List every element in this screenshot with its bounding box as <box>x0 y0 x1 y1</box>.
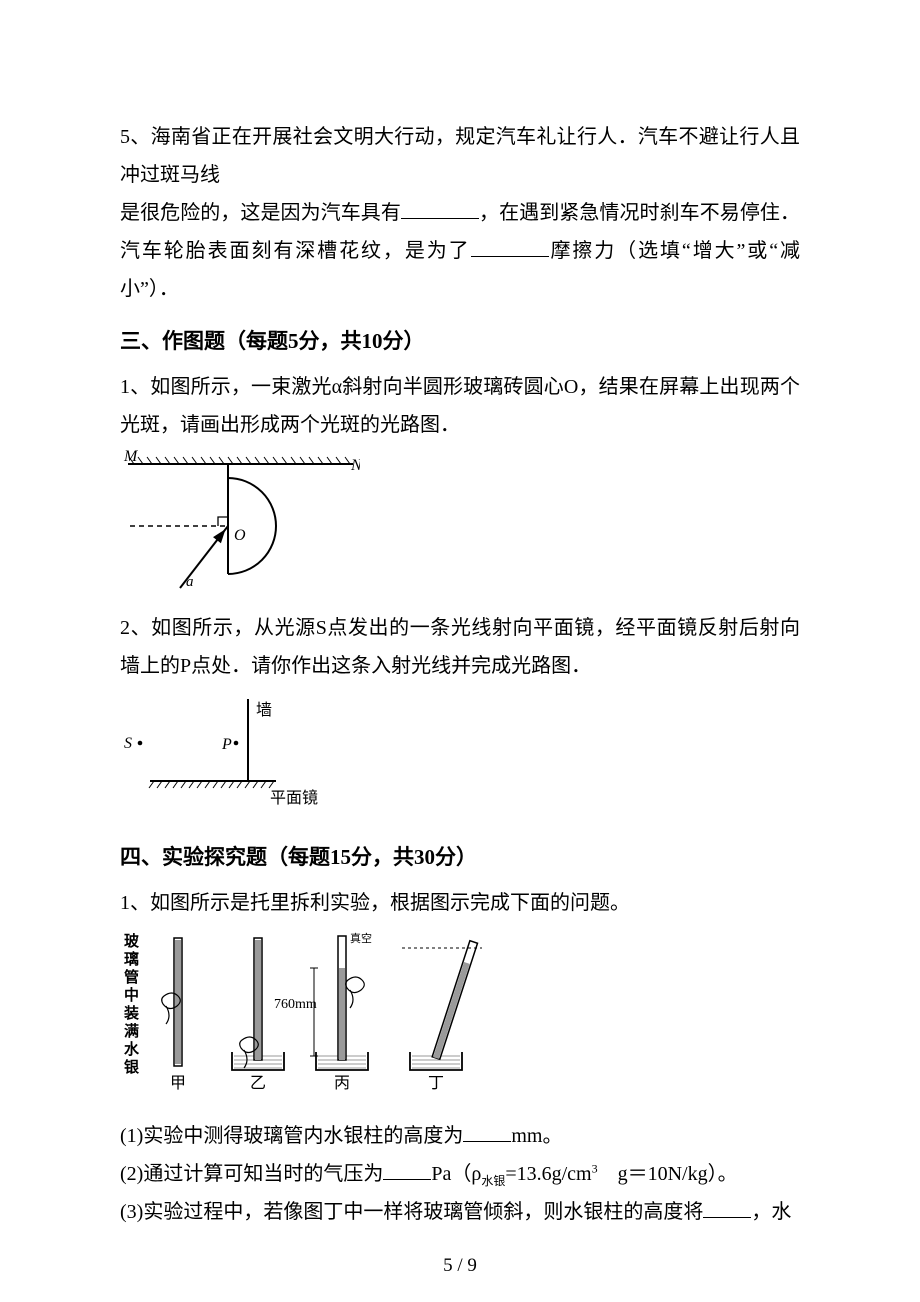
figure-3-svg: 玻璃管中装满水银甲 乙 真空 760mm 丙 丁 <box>120 928 500 1098</box>
svg-text:N: N <box>350 457 360 474</box>
svg-text:装: 装 <box>123 1004 140 1022</box>
svg-text:S: S <box>124 735 132 752</box>
figure-3: 玻璃管中装满水银甲 乙 真空 760mm 丙 丁 <box>120 928 800 1111</box>
svg-text:乙: 乙 <box>250 1075 266 1092</box>
svg-text:管: 管 <box>124 968 139 986</box>
s4-blank3[interactable] <box>703 1197 751 1218</box>
s4-blank1[interactable] <box>463 1121 511 1142</box>
svg-text:a: a <box>186 574 194 590</box>
svg-text:平面镜: 平面镜 <box>270 788 318 807</box>
s4-sub2: (2)通过计算可知当时的气压为Pa（ρ水银=13.6g/cm3 g＝10N/kg… <box>120 1155 800 1193</box>
section4-heading: 四、实验探究题（每题15分，共30分） <box>120 838 800 878</box>
q5-blank1[interactable] <box>401 198 479 219</box>
page-footer: 5 / 9 <box>0 1248 920 1284</box>
s4-sub3a: (3)实验过程中，若像图丁中一样将玻璃管倾斜，则水银柱的高度将 <box>120 1201 703 1223</box>
svg-text:中: 中 <box>124 986 139 1004</box>
s4-sub2b: Pa（ρ <box>431 1163 481 1185</box>
q5-l2a: 是很危险的，这是因为汽车具有 <box>120 202 401 224</box>
svg-text:银: 银 <box>124 1058 140 1076</box>
s4-sub2f: g＝10N/kg）。 <box>598 1163 738 1185</box>
s4-sub3b: ，水 <box>751 1201 791 1223</box>
q5-blank2[interactable] <box>471 236 549 257</box>
s4-sub1b: mm。 <box>511 1125 562 1147</box>
s4-sub3: (3)实验过程中，若像图丁中一样将玻璃管倾斜，则水银柱的高度将 ，水 <box>120 1193 800 1231</box>
svg-text:璃: 璃 <box>124 950 139 968</box>
svg-text:M: M <box>123 450 139 465</box>
svg-text:满: 满 <box>124 1022 139 1040</box>
svg-text:真空: 真空 <box>350 931 372 945</box>
figure-1-svg: M N Oa <box>120 450 360 590</box>
s4-blank2[interactable] <box>383 1159 431 1180</box>
s4-q1-intro: 1、如图所示是托里拆利实验，根据图示完成下面的问题。 <box>120 884 800 922</box>
svg-text:丙: 丙 <box>334 1075 350 1092</box>
s4-sub1a: (1)实验中测得玻璃管内水银柱的高度为 <box>120 1125 463 1147</box>
svg-text:水: 水 <box>124 1040 140 1058</box>
svg-text:玻: 玻 <box>124 932 140 950</box>
figure-2-svg: 墙平面镜 S P <box>120 691 330 811</box>
s3-q1: 1、如图所示，一束激光α斜射向半圆形玻璃砖圆心O，结果在屏幕上出现两个光斑，请画… <box>120 368 800 444</box>
svg-text:760mm: 760mm <box>274 997 317 1012</box>
svg-text:墙: 墙 <box>256 701 272 719</box>
figure-1: M N Oa <box>120 450 800 603</box>
s4-sub2c: 水银 <box>481 1174 505 1188</box>
s4-sub2a: (2)通过计算可知当时的气压为 <box>120 1163 383 1185</box>
q5-line2: 是很危险的，这是因为汽车具有，在遇到紧急情况时刹车不易停住．汽车轮胎表面刻有深槽… <box>120 194 800 308</box>
svg-text:甲: 甲 <box>170 1075 186 1092</box>
s4-sub1: (1)实验中测得玻璃管内水银柱的高度为 mm。 <box>120 1117 800 1155</box>
figure-2: 墙平面镜 S P <box>120 691 800 824</box>
svg-text:丁: 丁 <box>428 1075 444 1092</box>
section3-heading: 三、作图题（每题5分，共10分） <box>120 322 800 362</box>
s4-sub2d: =13.6g/cm <box>505 1163 591 1185</box>
svg-text:O: O <box>234 527 246 544</box>
q5-line1: 5、海南省正在开展社会文明大行动，规定汽车礼让行人．汽车不避让行人且冲过斑马线 <box>120 118 800 194</box>
s3-q2: 2、如图所示，从光源S点发出的一条光线射向平面镜，经平面镜反射后射向墙上的P点处… <box>120 609 800 685</box>
svg-text:P: P <box>221 736 232 753</box>
